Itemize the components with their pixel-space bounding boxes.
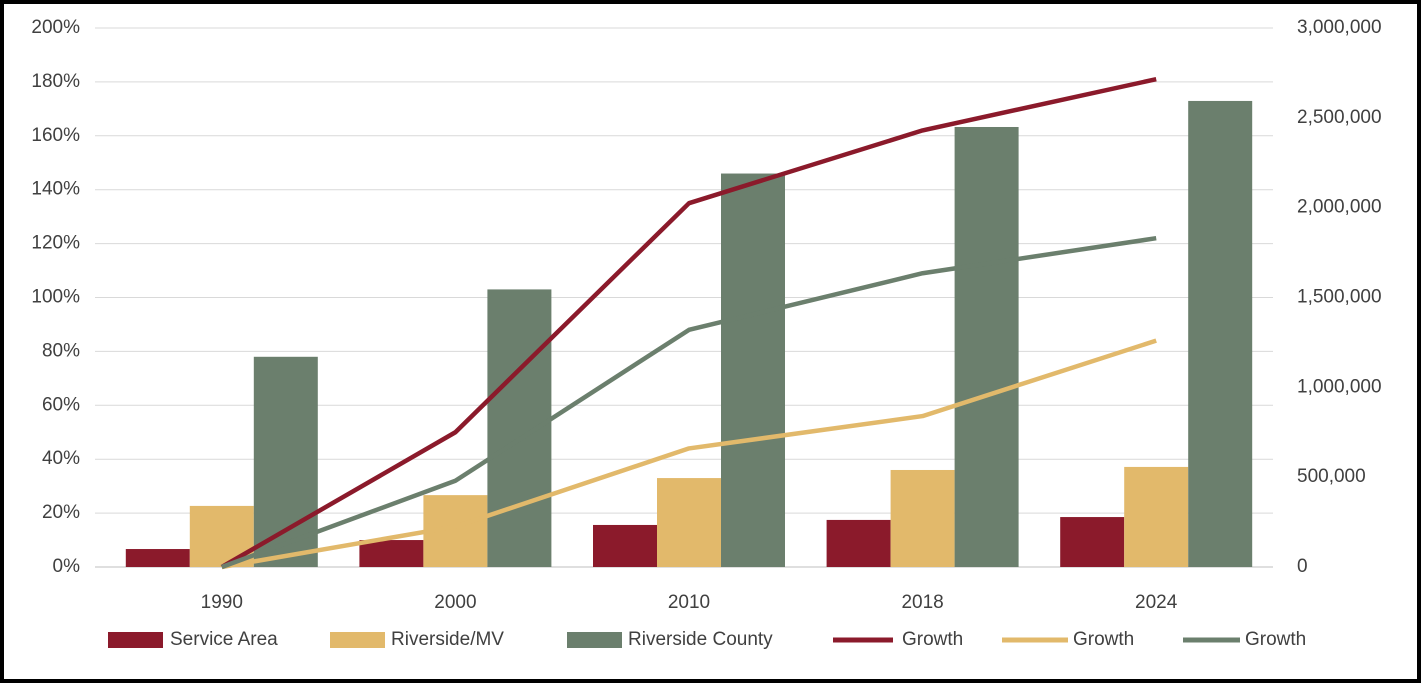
bar xyxy=(487,289,552,567)
y-tick-label: 120% xyxy=(31,233,80,254)
line xyxy=(221,235,1157,570)
x-tick-label: 2010 xyxy=(668,592,710,613)
y-tick-label: 100% xyxy=(31,287,80,308)
y-tick-label: 0% xyxy=(53,556,81,577)
bar xyxy=(359,540,424,567)
legend-label: Riverside County xyxy=(628,629,773,650)
legend-swatch xyxy=(108,632,163,648)
bar xyxy=(1188,100,1253,567)
bar xyxy=(954,126,1019,567)
legend-label: Growth xyxy=(902,629,963,650)
y2-tick-label: 3,000,000 xyxy=(1297,17,1382,38)
y-tick-label: 180% xyxy=(31,71,80,92)
x-tick-label: 2018 xyxy=(901,592,943,613)
bar xyxy=(721,173,785,567)
legend-label: Growth xyxy=(1073,629,1134,650)
bar xyxy=(826,519,891,567)
y2-tick-label: 1,000,000 xyxy=(1297,376,1382,397)
x-tick-label: 2024 xyxy=(1135,592,1178,613)
legend-label: Service Area xyxy=(170,629,278,650)
bar xyxy=(593,524,657,567)
y-tick-label: 20% xyxy=(42,502,80,523)
bar xyxy=(1060,517,1125,567)
bar xyxy=(657,478,721,567)
y2-tick-label: 1,500,000 xyxy=(1297,287,1382,308)
bar xyxy=(125,549,190,567)
y-tick-label: 140% xyxy=(31,179,80,200)
y-tick-label: 160% xyxy=(31,125,80,146)
line xyxy=(220,77,1157,569)
bar xyxy=(1124,466,1189,567)
bar xyxy=(890,469,955,567)
y-tick-label: 60% xyxy=(42,394,80,415)
y2-tick-label: 0 xyxy=(1297,556,1308,577)
line xyxy=(221,338,1157,570)
y-tick-label: 200% xyxy=(31,17,80,38)
x-tick-label: 1990 xyxy=(201,592,243,613)
legend-label: Growth xyxy=(1245,629,1306,650)
x-tick-label: 2000 xyxy=(434,592,476,613)
y-tick-label: 80% xyxy=(42,340,80,361)
y2-tick-label: 2,500,000 xyxy=(1297,107,1382,128)
y-tick-label: 40% xyxy=(42,448,80,469)
y2-tick-label: 2,000,000 xyxy=(1297,197,1382,218)
y2-tick-label: 500,000 xyxy=(1297,466,1366,487)
legend-swatch xyxy=(330,632,385,648)
legend-label: Riverside/MV xyxy=(391,629,504,650)
legend-swatch xyxy=(567,632,622,648)
